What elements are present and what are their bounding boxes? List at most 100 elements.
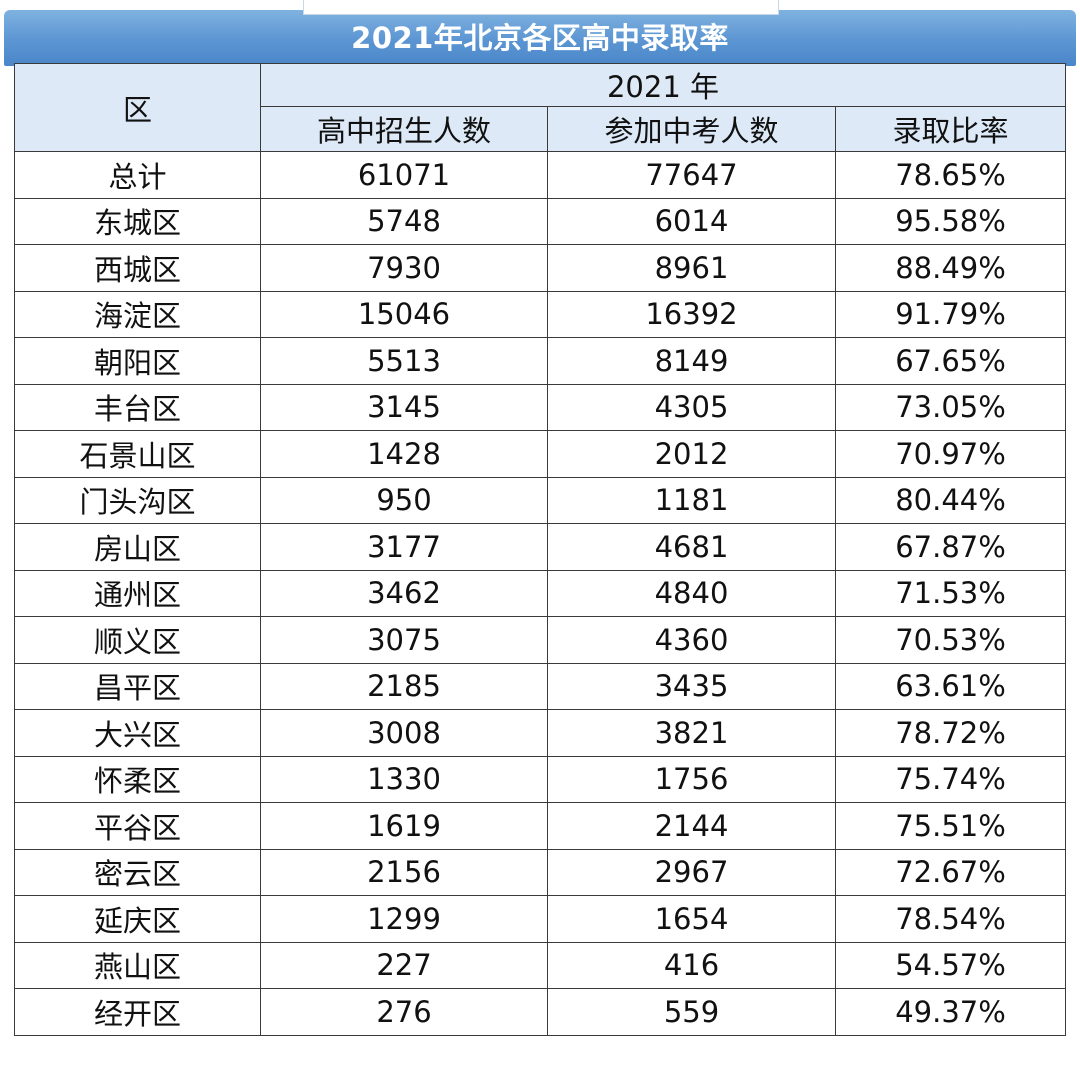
district-cell: 石景山区: [14, 430, 261, 478]
enrolled-cell: 1428: [260, 430, 548, 478]
enrolled-cell: 3008: [260, 709, 548, 757]
enrolled-cell: 950: [260, 476, 548, 524]
rate-cell: 78.54%: [834, 895, 1067, 943]
rate-cell: 78.65%: [834, 151, 1067, 199]
rate-cell: 88.49%: [834, 244, 1067, 292]
page-title: 2021年北京各区高中录取率: [351, 21, 729, 55]
examinees-cell: 559: [547, 988, 836, 1036]
table-row: 朝阳区 5513 8149 67.65%: [14, 337, 1067, 385]
rate-cell: 71.53%: [834, 569, 1067, 617]
district-cell: 密云区: [14, 848, 261, 896]
district-cell: 门头沟区: [14, 476, 261, 524]
table-row: 丰台区 3145 4305 73.05%: [14, 383, 1067, 431]
enrolled-cell: 3177: [260, 523, 548, 571]
district-cell: 朝阳区: [14, 337, 261, 385]
table-row: 燕山区 227 416 54.57%: [14, 941, 1067, 989]
examinees-cell: 1654: [547, 895, 836, 943]
rate-cell: 72.67%: [834, 848, 1067, 896]
examinees-cell: 77647: [547, 151, 836, 199]
rate-cell: 91.79%: [834, 290, 1067, 338]
district-cell: 经开区: [14, 988, 261, 1036]
rate-cell: 67.87%: [834, 523, 1067, 571]
enrolled-cell: 276: [260, 988, 548, 1036]
table-row: 昌平区 2185 3435 63.61%: [14, 662, 1067, 710]
table-row: 怀柔区 1330 1756 75.74%: [14, 755, 1067, 803]
examinees-cell: 3435: [547, 662, 836, 710]
examinees-cell: 2012: [547, 430, 836, 478]
district-cell: 东城区: [14, 197, 261, 245]
district-cell: 平谷区: [14, 802, 261, 850]
enrolled-cell: 2156: [260, 848, 548, 896]
enrolled-cell: 2185: [260, 662, 548, 710]
district-cell: 海淀区: [14, 290, 261, 338]
table-row: 海淀区 15046 16392 91.79%: [14, 290, 1067, 338]
district-cell: 顺义区: [14, 616, 261, 664]
examinees-cell: 4681: [547, 523, 836, 571]
enrolled-cell: 1330: [260, 755, 548, 803]
enrolled-cell: 227: [260, 941, 548, 989]
examinees-cell: 1181: [547, 476, 836, 524]
header-year: 2021 年: [259, 63, 1067, 107]
rate-cell: 73.05%: [834, 383, 1067, 431]
rate-cell: 70.97%: [834, 430, 1067, 478]
table-row: 石景山区 1428 2012 70.97%: [14, 430, 1067, 478]
title-bar: [4, 10, 1076, 66]
enrolled-cell: 3145: [260, 383, 548, 431]
rate-cell: 70.53%: [834, 616, 1067, 664]
table-row: 总计 61071 77647 78.65%: [14, 151, 1067, 199]
rate-cell: 75.74%: [834, 755, 1067, 803]
examinees-cell: 4360: [547, 616, 836, 664]
table-row: 经开区 276 559 49.37%: [14, 988, 1067, 1036]
enrolled-cell: 1299: [260, 895, 548, 943]
header-enrolled: 高中招生人数: [260, 106, 548, 152]
rate-cell: 95.58%: [834, 197, 1067, 245]
examinees-cell: 416: [547, 941, 836, 989]
district-cell: 通州区: [14, 569, 261, 617]
rate-cell: 75.51%: [834, 802, 1067, 850]
district-cell: 大兴区: [14, 709, 261, 757]
examinees-cell: 2967: [547, 848, 836, 896]
enrolled-cell: 15046: [260, 290, 548, 338]
table-row: 通州区 3462 4840 71.53%: [14, 569, 1067, 617]
rate-cell: 63.61%: [834, 662, 1067, 710]
header-district: 区: [14, 63, 261, 152]
examinees-cell: 8149: [547, 337, 836, 385]
enrolled-cell: 61071: [260, 151, 548, 199]
enrolled-cell: 1619: [260, 802, 548, 850]
table-row: 顺义区 3075 4360 70.53%: [14, 616, 1067, 664]
district-cell: 房山区: [14, 523, 261, 571]
examinees-cell: 1756: [547, 755, 836, 803]
district-cell: 西城区: [14, 244, 261, 292]
district-cell: 总计: [14, 151, 261, 199]
examinees-cell: 2144: [547, 802, 836, 850]
table-row: 平谷区 1619 2144 75.51%: [14, 802, 1067, 850]
rate-cell: 80.44%: [834, 476, 1067, 524]
table-row: 东城区 5748 6014 95.58%: [14, 197, 1067, 245]
enrolled-cell: 5748: [260, 197, 548, 245]
enrolled-cell: 5513: [260, 337, 548, 385]
district-cell: 丰台区: [14, 383, 261, 431]
examinees-cell: 3821: [547, 709, 836, 757]
rate-cell: 78.72%: [834, 709, 1067, 757]
district-cell: 燕山区: [14, 941, 261, 989]
admission-rate-table: 区 2021 年 高中招生人数 参加中考人数 录取比率 总计 61071 77647…: [14, 63, 1067, 1036]
enrolled-cell: 3462: [260, 569, 548, 617]
examinees-cell: 4840: [547, 569, 836, 617]
table-row: 西城区 7930 8961 88.49%: [14, 244, 1067, 292]
examinees-cell: 16392: [547, 290, 836, 338]
district-cell: 昌平区: [14, 662, 261, 710]
examinees-cell: 4305: [547, 383, 836, 431]
enrolled-cell: 3075: [260, 616, 548, 664]
title-tab-decoration: [303, 0, 779, 15]
table-row: 延庆区 1299 1654 78.54%: [14, 895, 1067, 943]
table-row: 房山区 3177 4681 67.87%: [14, 523, 1067, 571]
rate-cell: 67.65%: [834, 337, 1067, 385]
examinees-cell: 8961: [547, 244, 836, 292]
table-row: 大兴区 3008 3821 78.72%: [14, 709, 1067, 757]
table-body: 总计 61071 77647 78.65% 东城区 5748 6014 95.58% 西城区 79…: [14, 151, 1067, 1036]
examinees-cell: 6014: [547, 197, 836, 245]
enrolled-cell: 7930: [260, 244, 548, 292]
district-cell: 怀柔区: [14, 755, 261, 803]
table-row: 密云区 2156 2967 72.67%: [14, 848, 1067, 896]
district-cell: 延庆区: [14, 895, 261, 943]
